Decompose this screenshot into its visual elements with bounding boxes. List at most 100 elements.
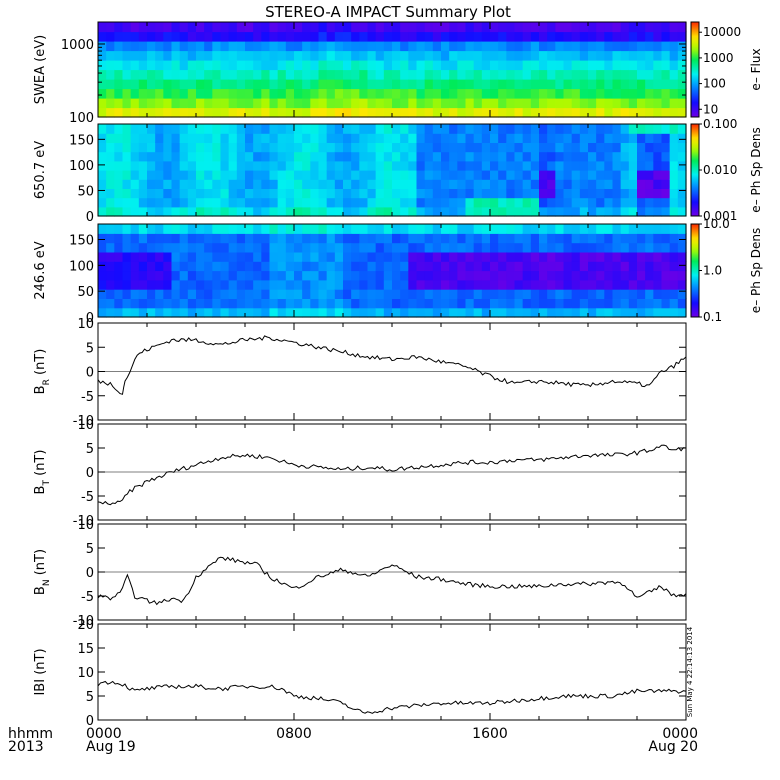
pad246-cell: [596, 307, 605, 318]
swea-cell: [285, 31, 295, 42]
pad650-cell: [612, 142, 622, 153]
pad246-cell: [514, 289, 524, 299]
pad246-cell: [620, 224, 630, 234]
pad246-cell: [269, 289, 279, 299]
pad650-cell: [539, 206, 548, 217]
pad650-cell: [596, 151, 605, 162]
pad246-cell: [343, 251, 352, 262]
pad246-cell: [457, 224, 467, 234]
pad246-cell: [351, 298, 360, 309]
pad246-cell: [539, 261, 548, 272]
swea-cell: [612, 79, 622, 90]
swea-cell: [571, 98, 581, 109]
pad650-cell: [196, 142, 205, 153]
pad246-cell: [302, 242, 311, 253]
swea-cell: [269, 50, 279, 61]
pad650-cell: [204, 160, 213, 171]
pad650-cell: [359, 179, 369, 189]
swea-cell: [514, 98, 524, 109]
swea-cell: [261, 60, 271, 71]
pad650-cell: [343, 151, 352, 162]
pad650-cell: [432, 124, 442, 134]
pad246-cell: [196, 307, 205, 318]
swea-cell: [383, 88, 393, 99]
pad246-cell: [163, 307, 173, 318]
pad650-cell: [506, 151, 516, 162]
pad650-cell: [473, 151, 483, 162]
pad650-cell: [98, 133, 107, 143]
swea-cell: [449, 98, 458, 109]
swea-cell: [579, 69, 589, 80]
pad650-cell: [400, 170, 409, 180]
swea-cell: [122, 79, 132, 90]
pad246-cell: [269, 261, 279, 272]
pad650-cell: [155, 197, 164, 208]
pad650-cell: [220, 188, 230, 199]
pad650-cell: [522, 179, 532, 189]
swea-cell: [490, 107, 499, 118]
pad650-cell: [408, 188, 418, 199]
pad650-cell: [498, 160, 507, 171]
pad246-cell: [465, 224, 475, 234]
swea-cell: [408, 31, 418, 42]
pad650-cell: [522, 142, 532, 153]
swea-cell: [138, 50, 148, 61]
swea-cell: [669, 41, 679, 52]
pad650-cell: [310, 206, 320, 217]
swea-cell: [155, 107, 164, 118]
pad650-cell: [277, 206, 287, 217]
swea-cell: [400, 88, 409, 99]
pad246-cell: [400, 251, 409, 262]
pad246-cell: [457, 251, 467, 262]
pad650-cell: [416, 124, 426, 134]
pad650-cell: [424, 133, 434, 143]
pad650-cell: [424, 124, 434, 134]
pad246-cell: [449, 307, 458, 318]
pad246-cell: [669, 307, 679, 318]
pad650-cell: [441, 179, 450, 189]
swea-cell: [277, 41, 287, 52]
pad650-cell: [555, 124, 565, 134]
pad246-cell: [669, 224, 679, 234]
swea-cell: [310, 88, 320, 99]
pad246-colorbar: [690, 223, 700, 318]
swea-cell: [147, 69, 156, 80]
swea-cell: [620, 69, 630, 80]
swea-cell: [604, 79, 614, 90]
pad246-cell: [563, 224, 573, 234]
pad650-cell: [98, 170, 107, 180]
pad246-cell: [245, 279, 254, 290]
swea-cell: [187, 41, 197, 52]
pad246-cell: [375, 224, 385, 234]
pad246-cell: [106, 242, 115, 253]
pad246-cell: [163, 270, 173, 281]
pad650-cell: [147, 124, 156, 134]
swea-cell: [326, 88, 336, 99]
swea-cell: [637, 79, 646, 90]
pad246-cell: [514, 279, 524, 290]
pad650-cell: [334, 170, 344, 180]
pad650-cell: [588, 124, 597, 134]
swea-cell: [253, 31, 262, 42]
pad246-cell: [416, 307, 426, 318]
pad246-cell: [563, 270, 573, 281]
pad246-cell: [547, 233, 556, 244]
pad246-cell: [506, 233, 516, 244]
pad246-cell: [277, 298, 287, 309]
swea-cell: [628, 88, 638, 99]
swea-cell: [661, 31, 671, 42]
swea-cell: [245, 22, 254, 33]
pad246-cell: [228, 298, 238, 309]
pad246-cell: [604, 307, 614, 318]
swea-cell: [432, 22, 442, 33]
pad246-cell: [212, 279, 222, 290]
pad650-cell: [302, 170, 311, 180]
pad650-cell: [661, 160, 671, 171]
pad246-cell: [522, 251, 532, 262]
pad650-cell: [661, 206, 671, 217]
pad246-cell: [408, 224, 418, 234]
pad246-cell: [130, 233, 140, 244]
swea-cell: [171, 107, 181, 118]
pad650-cell: [220, 142, 230, 153]
swea-cell: [555, 31, 565, 42]
